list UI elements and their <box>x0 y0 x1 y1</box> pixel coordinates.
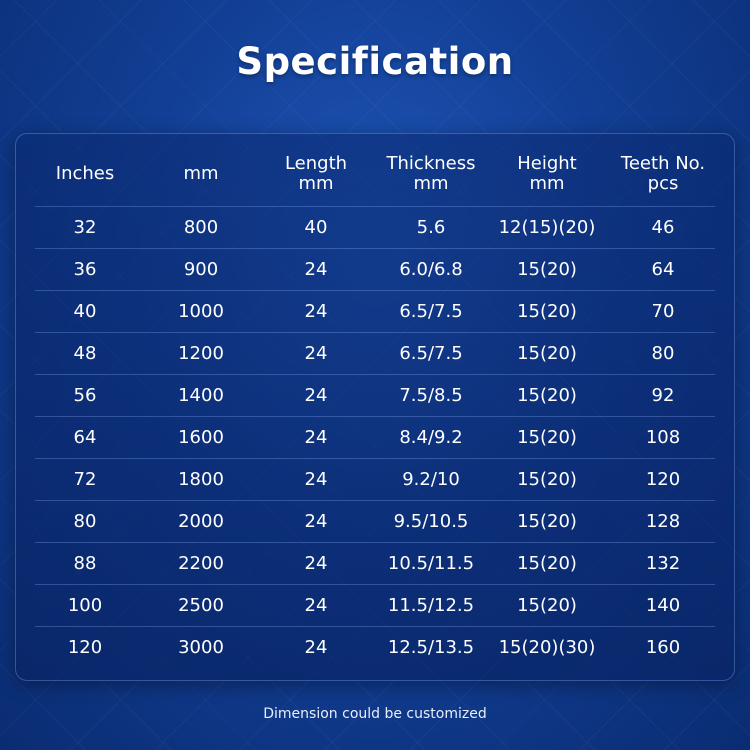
cell-inches: 48 <box>73 343 97 364</box>
cell-length: 24 <box>304 385 328 406</box>
cell-height: 15(20) <box>517 343 577 364</box>
header-height: Height mm <box>517 143 577 205</box>
spec-table-panel: Inches mm Length mm Thickness mm Height … <box>15 133 735 681</box>
cell-inches: 80 <box>73 511 97 532</box>
header-length: Length mm <box>285 143 347 205</box>
cell-height: 12(15)(20) <box>498 217 596 238</box>
header-length-label: Length <box>284 153 348 174</box>
cell-mm: 2200 <box>178 553 224 574</box>
table-row: 40 1000 24 6.5/7.5 15(20) 70 <box>35 290 715 332</box>
cell-mm: 900 <box>183 259 219 280</box>
cell-height: 15(20) <box>517 427 577 448</box>
cell-inches: 32 <box>73 217 97 238</box>
table-row: 56 1400 24 7.5/8.5 15(20) 92 <box>35 374 715 416</box>
cell-thickness: 10.5/11.5 <box>387 553 475 574</box>
header-teeth-label: Teeth No. <box>620 153 706 174</box>
table-row: 100 2500 24 11.5/12.5 15(20) 140 <box>35 584 715 626</box>
footnote: Dimension could be customized <box>263 706 487 722</box>
cell-mm: 1800 <box>178 469 224 490</box>
cell-teeth: 128 <box>645 511 681 532</box>
cell-inches: 88 <box>73 553 97 574</box>
header-teeth: Teeth No. pcs <box>621 143 705 205</box>
cell-mm: 2000 <box>178 511 224 532</box>
header-thickness: Thickness mm <box>387 143 476 205</box>
cell-inches: 40 <box>73 301 97 322</box>
header-height-unit: mm <box>529 173 565 194</box>
table-header: Inches mm Length mm Thickness mm Height … <box>35 143 715 205</box>
header-height-label: Height <box>517 153 577 174</box>
table-row: 120 3000 24 12.5/13.5 15(20)(30) 160 <box>35 626 715 668</box>
cell-length: 24 <box>304 511 328 532</box>
cell-mm: 1400 <box>178 385 224 406</box>
cell-teeth: 64 <box>651 259 675 280</box>
cell-thickness: 6.5/7.5 <box>399 343 463 364</box>
cell-thickness: 7.5/8.5 <box>399 385 463 406</box>
cell-teeth: 92 <box>651 385 675 406</box>
header-inches-label: Inches <box>55 163 115 184</box>
cell-teeth: 46 <box>651 217 675 238</box>
cell-height: 15(20) <box>517 595 577 616</box>
page-title: Specification <box>236 40 514 83</box>
cell-teeth: 160 <box>645 637 681 658</box>
cell-length: 24 <box>304 343 328 364</box>
cell-mm: 1200 <box>178 343 224 364</box>
cell-teeth: 132 <box>645 553 681 574</box>
cell-height: 15(20) <box>517 553 577 574</box>
cell-height: 15(20) <box>517 301 577 322</box>
cell-mm: 1000 <box>178 301 224 322</box>
cell-length: 24 <box>304 301 328 322</box>
cell-thickness: 5.6 <box>416 217 446 238</box>
header-thickness-label: Thickness <box>386 153 476 174</box>
table-row: 48 1200 24 6.5/7.5 15(20) 80 <box>35 332 715 374</box>
cell-teeth: 70 <box>651 301 675 322</box>
table-row: 32 800 40 5.6 12(15)(20) 46 <box>35 206 715 248</box>
table-body: 32 800 40 5.6 12(15)(20) 46 36 900 24 6.… <box>35 206 715 668</box>
cell-height: 15(20) <box>517 259 577 280</box>
cell-height: 15(20) <box>517 511 577 532</box>
cell-length: 24 <box>304 595 328 616</box>
table-row: 64 1600 24 8.4/9.2 15(20) 108 <box>35 416 715 458</box>
header-inches: Inches <box>56 143 114 205</box>
cell-height: 15(20) <box>517 385 577 406</box>
cell-teeth: 140 <box>645 595 681 616</box>
header-mm-label: mm <box>183 163 219 184</box>
cell-length: 24 <box>304 637 328 658</box>
cell-thickness: 9.5/10.5 <box>393 511 469 532</box>
cell-thickness: 9.2/10 <box>402 469 460 490</box>
cell-length: 24 <box>304 259 328 280</box>
cell-height: 15(20)(30) <box>498 637 596 658</box>
table-row: 88 2200 24 10.5/11.5 15(20) 132 <box>35 542 715 584</box>
table-row: 80 2000 24 9.5/10.5 15(20) 128 <box>35 500 715 542</box>
cell-length: 40 <box>304 217 328 238</box>
cell-thickness: 11.5/12.5 <box>387 595 475 616</box>
cell-thickness: 8.4/9.2 <box>399 427 463 448</box>
header-teeth-unit: pcs <box>647 173 679 194</box>
cell-inches: 64 <box>73 427 97 448</box>
cell-height: 15(20) <box>517 469 577 490</box>
cell-inches: 36 <box>73 259 97 280</box>
cell-length: 24 <box>304 553 328 574</box>
cell-thickness: 6.0/6.8 <box>399 259 463 280</box>
header-length-unit: mm <box>298 173 334 194</box>
header-mm: mm <box>183 143 218 205</box>
cell-teeth: 120 <box>645 469 681 490</box>
cell-inches: 56 <box>73 385 97 406</box>
table-row: 36 900 24 6.0/6.8 15(20) 64 <box>35 248 715 290</box>
cell-mm: 800 <box>183 217 219 238</box>
table-row: 72 1800 24 9.2/10 15(20) 120 <box>35 458 715 500</box>
cell-mm: 1600 <box>178 427 224 448</box>
cell-mm: 3000 <box>178 637 224 658</box>
cell-length: 24 <box>304 427 328 448</box>
cell-inches: 72 <box>73 469 97 490</box>
cell-inches: 120 <box>67 637 103 658</box>
cell-thickness: 12.5/13.5 <box>387 637 475 658</box>
cell-length: 24 <box>304 469 328 490</box>
cell-teeth: 80 <box>651 343 675 364</box>
cell-thickness: 6.5/7.5 <box>399 301 463 322</box>
header-thickness-unit: mm <box>413 173 449 194</box>
cell-inches: 100 <box>67 595 103 616</box>
cell-teeth: 108 <box>645 427 681 448</box>
cell-mm: 2500 <box>178 595 224 616</box>
